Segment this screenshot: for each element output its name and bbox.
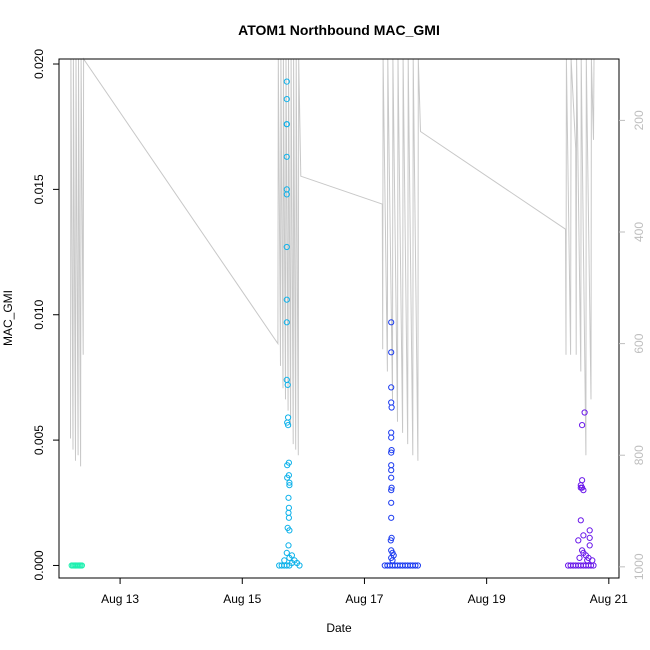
data-point: [288, 552, 295, 559]
data-point: [285, 472, 292, 479]
overlay-line-layer: [70, 57, 595, 467]
data-point: [285, 509, 292, 516]
y-tick-label: 0.010: [32, 299, 46, 329]
y-axis-label: MAC_GMI: [1, 290, 15, 346]
data-point: [285, 422, 292, 429]
x-axis-label: Date: [326, 621, 352, 635]
x-tick-label: Aug 17: [345, 592, 383, 606]
data-point: [388, 319, 395, 326]
data-point: [283, 549, 290, 557]
data-point: [577, 517, 584, 524]
data-point: [283, 96, 290, 103]
right-tick-label: 600: [632, 333, 646, 353]
data-point: [286, 482, 293, 489]
x-tick-label: Aug 19: [468, 592, 506, 606]
data-point: [586, 542, 593, 549]
right-tick-label: 1000: [632, 553, 646, 580]
data-point: [388, 467, 395, 474]
data-point: [412, 562, 419, 569]
data-point: [580, 532, 587, 539]
data-point: [576, 554, 583, 562]
data-point: [281, 557, 288, 564]
data-point: [285, 504, 292, 511]
data-point: [388, 487, 395, 494]
data-point: [285, 514, 292, 521]
y-tick-label: 0.000: [32, 550, 46, 580]
x-tick-label: Aug 13: [101, 592, 139, 606]
data-point: [283, 296, 290, 303]
data-point: [283, 319, 290, 326]
x-axis: Aug 13 Aug 15 Aug 17 Aug 19 Aug 21: [101, 578, 628, 606]
x-tick-label: Aug 21: [590, 592, 628, 606]
data-point: [286, 527, 293, 534]
data-point: [388, 399, 395, 406]
data-point: [575, 537, 582, 544]
data-point: [388, 474, 395, 481]
data-point: [577, 484, 584, 491]
data-point: [414, 562, 421, 569]
data-point: [581, 409, 588, 416]
data-point: [579, 422, 586, 429]
data-point: [283, 78, 290, 85]
right-tick-label: 200: [632, 110, 646, 130]
x-tick-label: Aug 15: [223, 592, 261, 606]
data-point: [284, 381, 291, 388]
y-axis: 0.000 0.005 0.010 0.015 0.020: [32, 49, 59, 580]
right-axis: 200 400 600 800 1000: [619, 110, 646, 580]
data-point: [285, 542, 292, 549]
data-point: [388, 499, 395, 506]
y-tick-label: 0.015: [32, 174, 46, 204]
plot-frame: [58, 58, 620, 579]
y-tick-label: 0.020: [32, 49, 46, 79]
data-point: [579, 477, 586, 484]
points-layer: [68, 78, 597, 569]
data-point: [283, 121, 290, 128]
data-point: [285, 494, 292, 501]
data-point: [283, 153, 290, 160]
data-point: [388, 349, 395, 356]
data-point: [283, 562, 290, 569]
data-point: [589, 557, 596, 564]
chart-title: ATOM1 Northbound MAC_GMI: [238, 22, 440, 38]
data-point: [283, 243, 290, 251]
data-point: [388, 429, 395, 436]
data-point: [586, 534, 593, 542]
data-point: [284, 462, 291, 469]
data-point: [388, 462, 395, 469]
right-tick-label: 400: [632, 222, 646, 242]
data-point: [388, 434, 395, 441]
right-tick-label: 800: [632, 445, 646, 465]
data-point: [388, 484, 395, 491]
overlay-line: [70, 57, 595, 467]
data-point: [388, 404, 395, 411]
data-point: [586, 527, 593, 534]
data-point: [388, 447, 395, 454]
data-point: [387, 537, 394, 544]
data-point: [296, 562, 303, 569]
data-point: [388, 449, 395, 456]
data-point: [78, 562, 86, 569]
data-point: [286, 479, 293, 486]
data-point: [389, 557, 396, 564]
data-point: [388, 514, 395, 521]
data-point: [388, 384, 395, 391]
data-point: [285, 414, 292, 421]
y-tick-label: 0.005: [32, 425, 46, 455]
data-point: [283, 191, 290, 198]
